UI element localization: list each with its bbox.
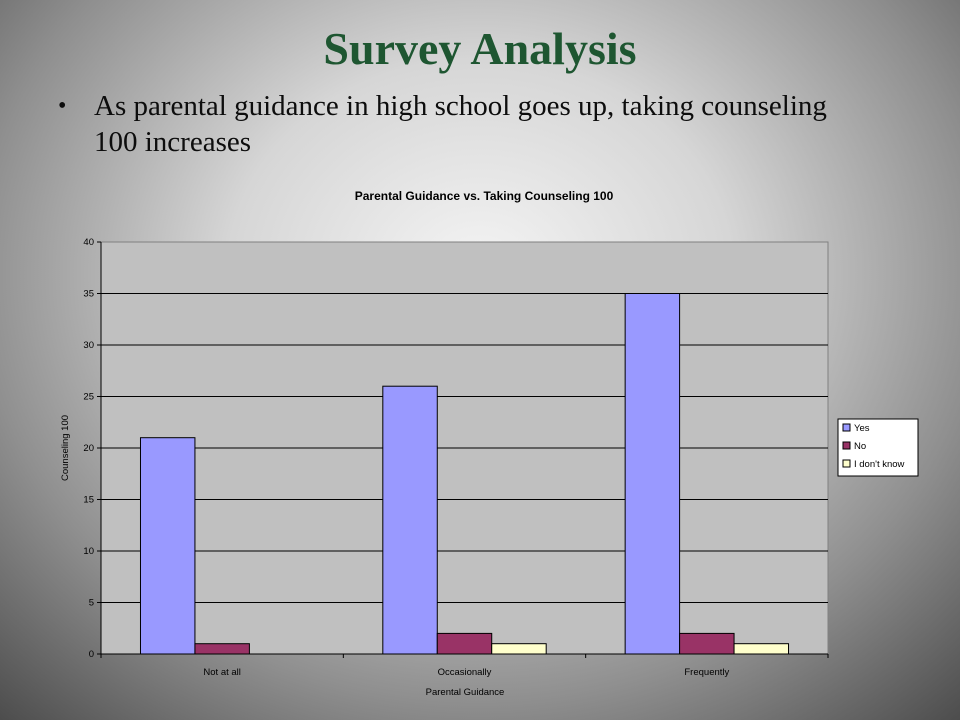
x-tick-label: Frequently <box>684 667 729 678</box>
y-axis-label: Counseling 100 <box>60 415 71 481</box>
bullet-text: As parental guidance in high school goes… <box>94 90 827 158</box>
y-tick-label: 0 <box>89 649 94 660</box>
y-tick-label: 5 <box>89 598 94 609</box>
y-tick-label: 30 <box>83 340 94 351</box>
x-tick-label: Not at all <box>203 667 241 678</box>
bar <box>733 643 790 655</box>
y-tick-label: 35 <box>83 289 94 300</box>
x-tick-label: Occasionally <box>438 667 492 678</box>
bar <box>436 632 493 655</box>
chart-title: Parental Guidance vs. Taking Counseling … <box>355 189 614 203</box>
legend-label: No <box>854 441 866 452</box>
bullet-dot: • <box>58 93 67 119</box>
bars <box>139 293 790 655</box>
legend-label: Yes <box>854 423 870 434</box>
legend-box <box>837 418 919 477</box>
x-axis-label: Parental Guidance <box>426 687 505 698</box>
y-tick-label: 25 <box>83 392 94 403</box>
bar <box>491 643 547 655</box>
legend-swatch <box>842 423 851 432</box>
grid-lines <box>101 293 828 603</box>
legend-label: I don't know <box>854 459 905 470</box>
bar <box>194 643 250 655</box>
y-tick-label: 40 <box>83 237 94 248</box>
legend-swatch <box>842 459 851 468</box>
legend: Yes No I don't know <box>837 418 919 477</box>
y-tick-label: 10 <box>83 546 94 557</box>
bar <box>624 293 681 655</box>
y-tick-label: 15 <box>83 495 94 506</box>
bar <box>679 632 735 655</box>
bullet-point: • As parental guidance in high school go… <box>58 88 838 160</box>
x-axis: Not at all Occasionally Frequently <box>100 654 829 678</box>
bar <box>382 385 438 655</box>
legend-swatch <box>842 441 851 450</box>
y-tick-label: 20 <box>83 443 94 454</box>
slide-title: Survey Analysis <box>323 23 637 74</box>
bar <box>139 437 196 655</box>
